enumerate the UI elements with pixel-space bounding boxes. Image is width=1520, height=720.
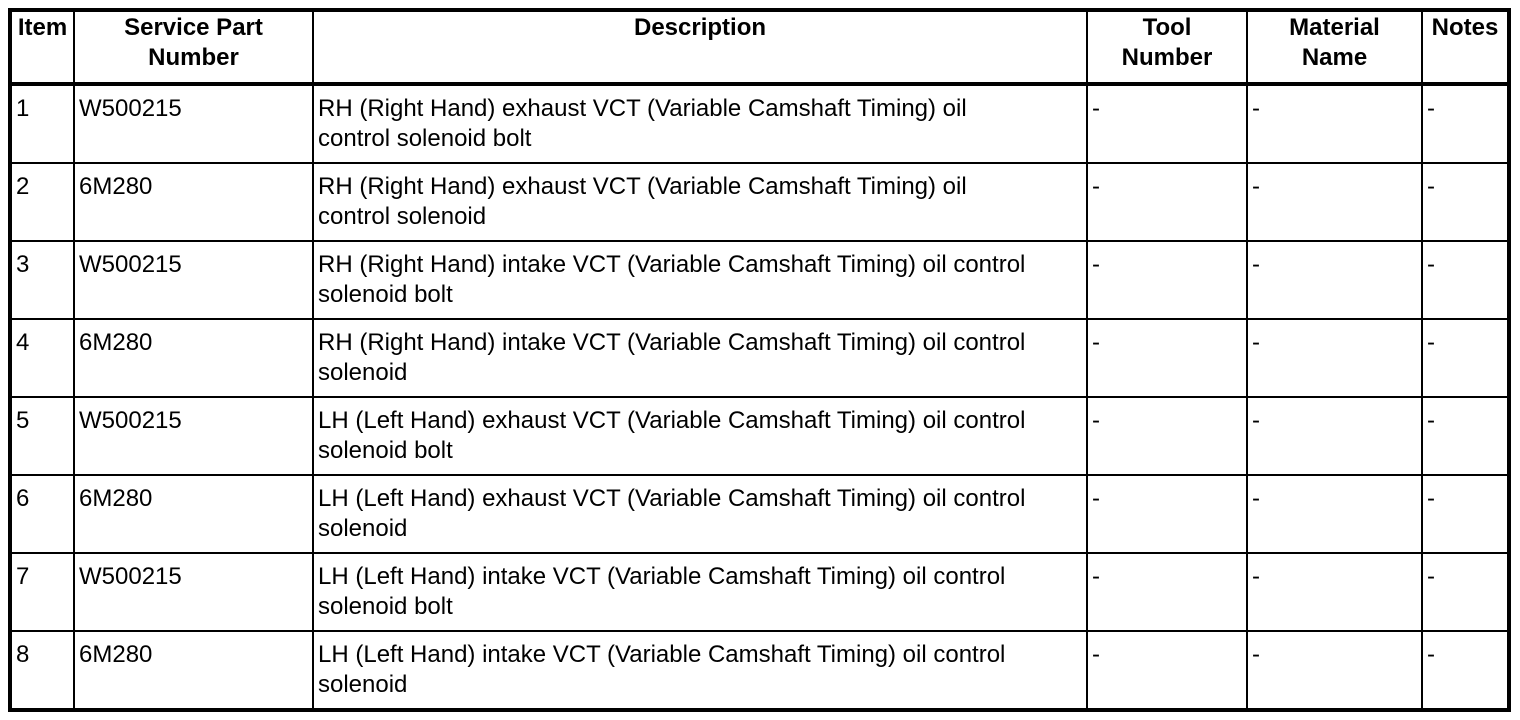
- description-text: LH (Left Hand) exhaust VCT (Variable Cam…: [318, 407, 1026, 464]
- table-row: 1 W500215 RH (Right Hand) exhaust VCT (V…: [9, 83, 1510, 164]
- description-cell: RH (Right Hand) exhaust VCT (Variable Ca…: [312, 83, 1088, 164]
- description-cell: LH (Left Hand) exhaust VCT (Variable Cam…: [312, 396, 1088, 476]
- column-header-line: Name: [1301, 44, 1368, 71]
- service-part-number-cell: 6M280: [73, 162, 314, 242]
- column-header-line: Service Part: [124, 14, 263, 41]
- description-cell: RH (Right Hand) intake VCT (Variable Cam…: [312, 318, 1088, 398]
- notes-cell: -: [1421, 318, 1510, 398]
- service-part-number-cell: W500215: [73, 396, 314, 476]
- item-cell: 3: [9, 240, 75, 320]
- tool-number-cell: -: [1086, 318, 1248, 398]
- material-name-cell: -: [1246, 318, 1423, 398]
- tool-number-cell: -: [1086, 474, 1248, 554]
- item-cell: 1: [9, 83, 75, 164]
- column-header-tool-number: Tool Number: [1086, 9, 1248, 86]
- tool-number-cell: -: [1086, 240, 1248, 320]
- material-name-cell: -: [1246, 396, 1423, 476]
- notes-cell: -: [1421, 83, 1510, 164]
- description-text: LH (Left Hand) exhaust VCT (Variable Cam…: [318, 485, 1026, 542]
- table-row: 3 W500215 RH (Right Hand) intake VCT (Va…: [9, 240, 1510, 320]
- column-header-line: Material: [1289, 14, 1380, 41]
- description-text: RH (Right Hand) exhaust VCT (Variable Ca…: [318, 173, 967, 230]
- column-header-material-name: Material Name: [1246, 9, 1423, 86]
- table-row: 5 W500215 LH (Left Hand) exhaust VCT (Va…: [9, 396, 1510, 476]
- item-cell: 7: [9, 552, 75, 632]
- item-cell: 4: [9, 318, 75, 398]
- description-cell: LH (Left Hand) exhaust VCT (Variable Cam…: [312, 474, 1088, 554]
- column-header-line: Number: [1121, 44, 1213, 71]
- item-cell: 6: [9, 474, 75, 554]
- material-name-cell: -: [1246, 474, 1423, 554]
- description-text: LH (Left Hand) intake VCT (Variable Cams…: [318, 641, 1006, 698]
- column-header-line: Description: [633, 14, 767, 41]
- description-cell: LH (Left Hand) intake VCT (Variable Cams…: [312, 630, 1088, 711]
- notes-cell: -: [1421, 552, 1510, 632]
- service-part-number-cell: 6M280: [73, 318, 314, 398]
- description-text: LH (Left Hand) intake VCT (Variable Cams…: [318, 563, 1006, 620]
- service-parts-table: Item Service Part Number Description Too…: [8, 8, 1511, 712]
- column-header-line: Notes: [1431, 14, 1499, 41]
- tool-number-cell: -: [1086, 552, 1248, 632]
- description-text: RH (Right Hand) intake VCT (Variable Cam…: [318, 251, 1026, 308]
- notes-cell: -: [1421, 474, 1510, 554]
- table-row: 6 6M280 LH (Left Hand) exhaust VCT (Vari…: [9, 474, 1510, 554]
- notes-cell: -: [1421, 240, 1510, 320]
- item-cell: 2: [9, 162, 75, 242]
- material-name-cell: -: [1246, 552, 1423, 632]
- column-header-line: Number: [148, 44, 239, 71]
- description-text: RH (Right Hand) exhaust VCT (Variable Ca…: [318, 95, 967, 152]
- column-header-description: Description: [312, 9, 1088, 86]
- table-row: 8 6M280 LH (Left Hand) intake VCT (Varia…: [9, 630, 1510, 711]
- service-part-number-cell: W500215: [73, 240, 314, 320]
- service-part-number-cell: 6M280: [73, 630, 314, 711]
- item-cell: 8: [9, 630, 75, 711]
- tool-number-cell: -: [1086, 162, 1248, 242]
- item-cell: 5: [9, 396, 75, 476]
- column-header-notes: Notes: [1421, 9, 1510, 86]
- service-part-number-cell: 6M280: [73, 474, 314, 554]
- header-row: Item Service Part Number Description Too…: [9, 9, 1510, 86]
- description-text: RH (Right Hand) intake VCT (Variable Cam…: [318, 329, 1026, 386]
- tool-number-cell: -: [1086, 396, 1248, 476]
- material-name-cell: -: [1246, 83, 1423, 164]
- column-header-item: Item: [9, 9, 75, 86]
- column-header-service-part-number: Service Part Number: [73, 9, 314, 86]
- table-row: 7 W500215 LH (Left Hand) intake VCT (Var…: [9, 552, 1510, 632]
- description-cell: LH (Left Hand) intake VCT (Variable Cams…: [312, 552, 1088, 632]
- notes-cell: -: [1421, 162, 1510, 242]
- tool-number-cell: -: [1086, 630, 1248, 711]
- material-name-cell: -: [1246, 240, 1423, 320]
- tool-number-cell: -: [1086, 83, 1248, 164]
- column-header-line: Item: [17, 14, 68, 41]
- column-header-line: Tool: [1142, 14, 1192, 41]
- service-part-number-cell: W500215: [73, 83, 314, 164]
- material-name-cell: -: [1246, 630, 1423, 711]
- description-cell: RH (Right Hand) intake VCT (Variable Cam…: [312, 240, 1088, 320]
- table-row: 4 6M280 RH (Right Hand) intake VCT (Vari…: [9, 318, 1510, 398]
- description-cell: RH (Right Hand) exhaust VCT (Variable Ca…: [312, 162, 1088, 242]
- notes-cell: -: [1421, 396, 1510, 476]
- notes-cell: -: [1421, 630, 1510, 711]
- table-row: 2 6M280 RH (Right Hand) exhaust VCT (Var…: [9, 162, 1510, 242]
- material-name-cell: -: [1246, 162, 1423, 242]
- service-part-number-cell: W500215: [73, 552, 314, 632]
